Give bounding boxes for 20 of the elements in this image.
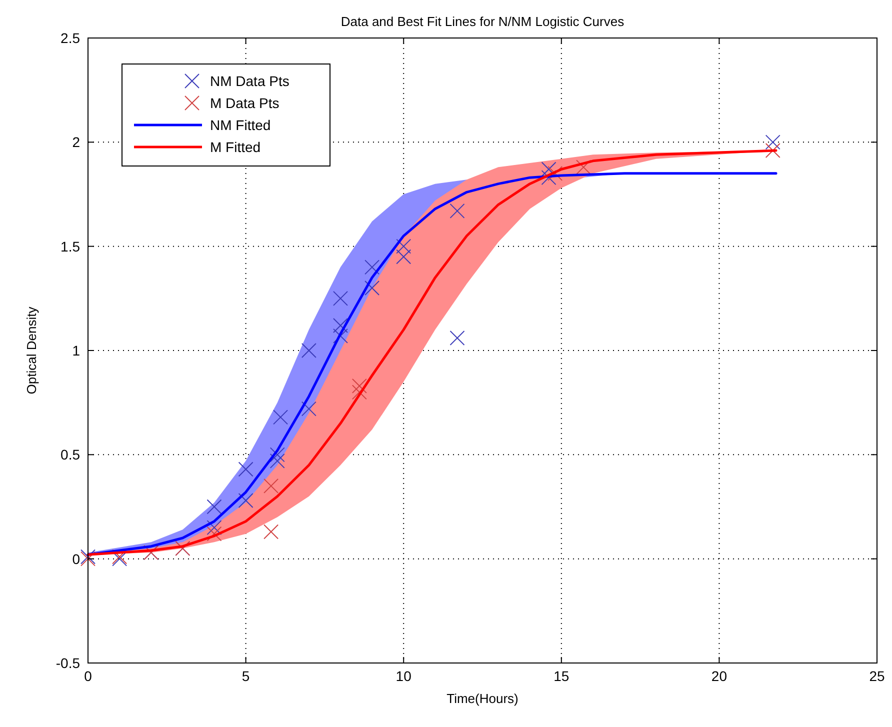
y-tick-label: 0 bbox=[72, 550, 80, 567]
y-tick-label: 2.5 bbox=[60, 30, 80, 46]
x-tick-label: 10 bbox=[396, 668, 412, 684]
y-tick-label: 1 bbox=[72, 342, 80, 358]
x-tick-label: 25 bbox=[869, 668, 885, 684]
y-tick-label: -0.5 bbox=[56, 655, 80, 671]
x-tick-label: 5 bbox=[242, 668, 250, 684]
legend-label: M Fitted bbox=[210, 139, 261, 155]
x-tick-label: 0 bbox=[84, 668, 92, 684]
x-tick-label: 15 bbox=[554, 668, 570, 684]
y-axis-title: Optical Density bbox=[24, 306, 39, 394]
x-axis-title: Time(Hours) bbox=[446, 691, 518, 706]
legend-label: M Data Pts bbox=[210, 95, 280, 111]
y-tick-label: 2 bbox=[72, 134, 80, 150]
legend-label: NM Data Pts bbox=[210, 73, 290, 89]
chart-title: Data and Best Fit Lines for N/NM Logistic Curves bbox=[340, 14, 625, 29]
y-tick-label: 0.5 bbox=[60, 446, 80, 463]
y-tick-label: 1.5 bbox=[60, 238, 80, 254]
x-tick-label: 20 bbox=[711, 668, 728, 684]
legend-label: NM Fitted bbox=[210, 117, 271, 133]
